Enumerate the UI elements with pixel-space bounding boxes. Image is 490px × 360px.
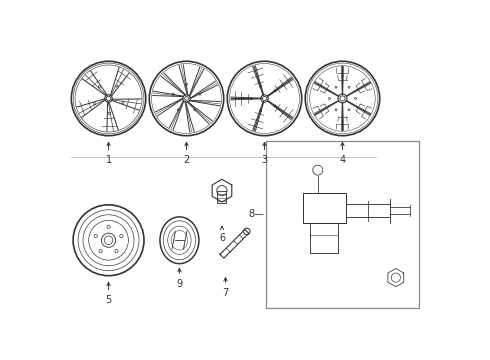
Text: 2: 2 <box>183 143 190 165</box>
Text: 9: 9 <box>176 269 182 289</box>
Bar <box>310 222 338 253</box>
Text: 7: 7 <box>222 278 229 298</box>
Text: 4: 4 <box>340 143 345 165</box>
Text: 5: 5 <box>105 282 112 305</box>
Bar <box>266 141 418 307</box>
Text: 6: 6 <box>219 226 225 243</box>
Text: 3: 3 <box>262 143 268 165</box>
Text: 1: 1 <box>105 143 112 165</box>
Bar <box>218 191 226 203</box>
Text: 8—: 8— <box>248 209 265 219</box>
Bar <box>303 193 345 222</box>
